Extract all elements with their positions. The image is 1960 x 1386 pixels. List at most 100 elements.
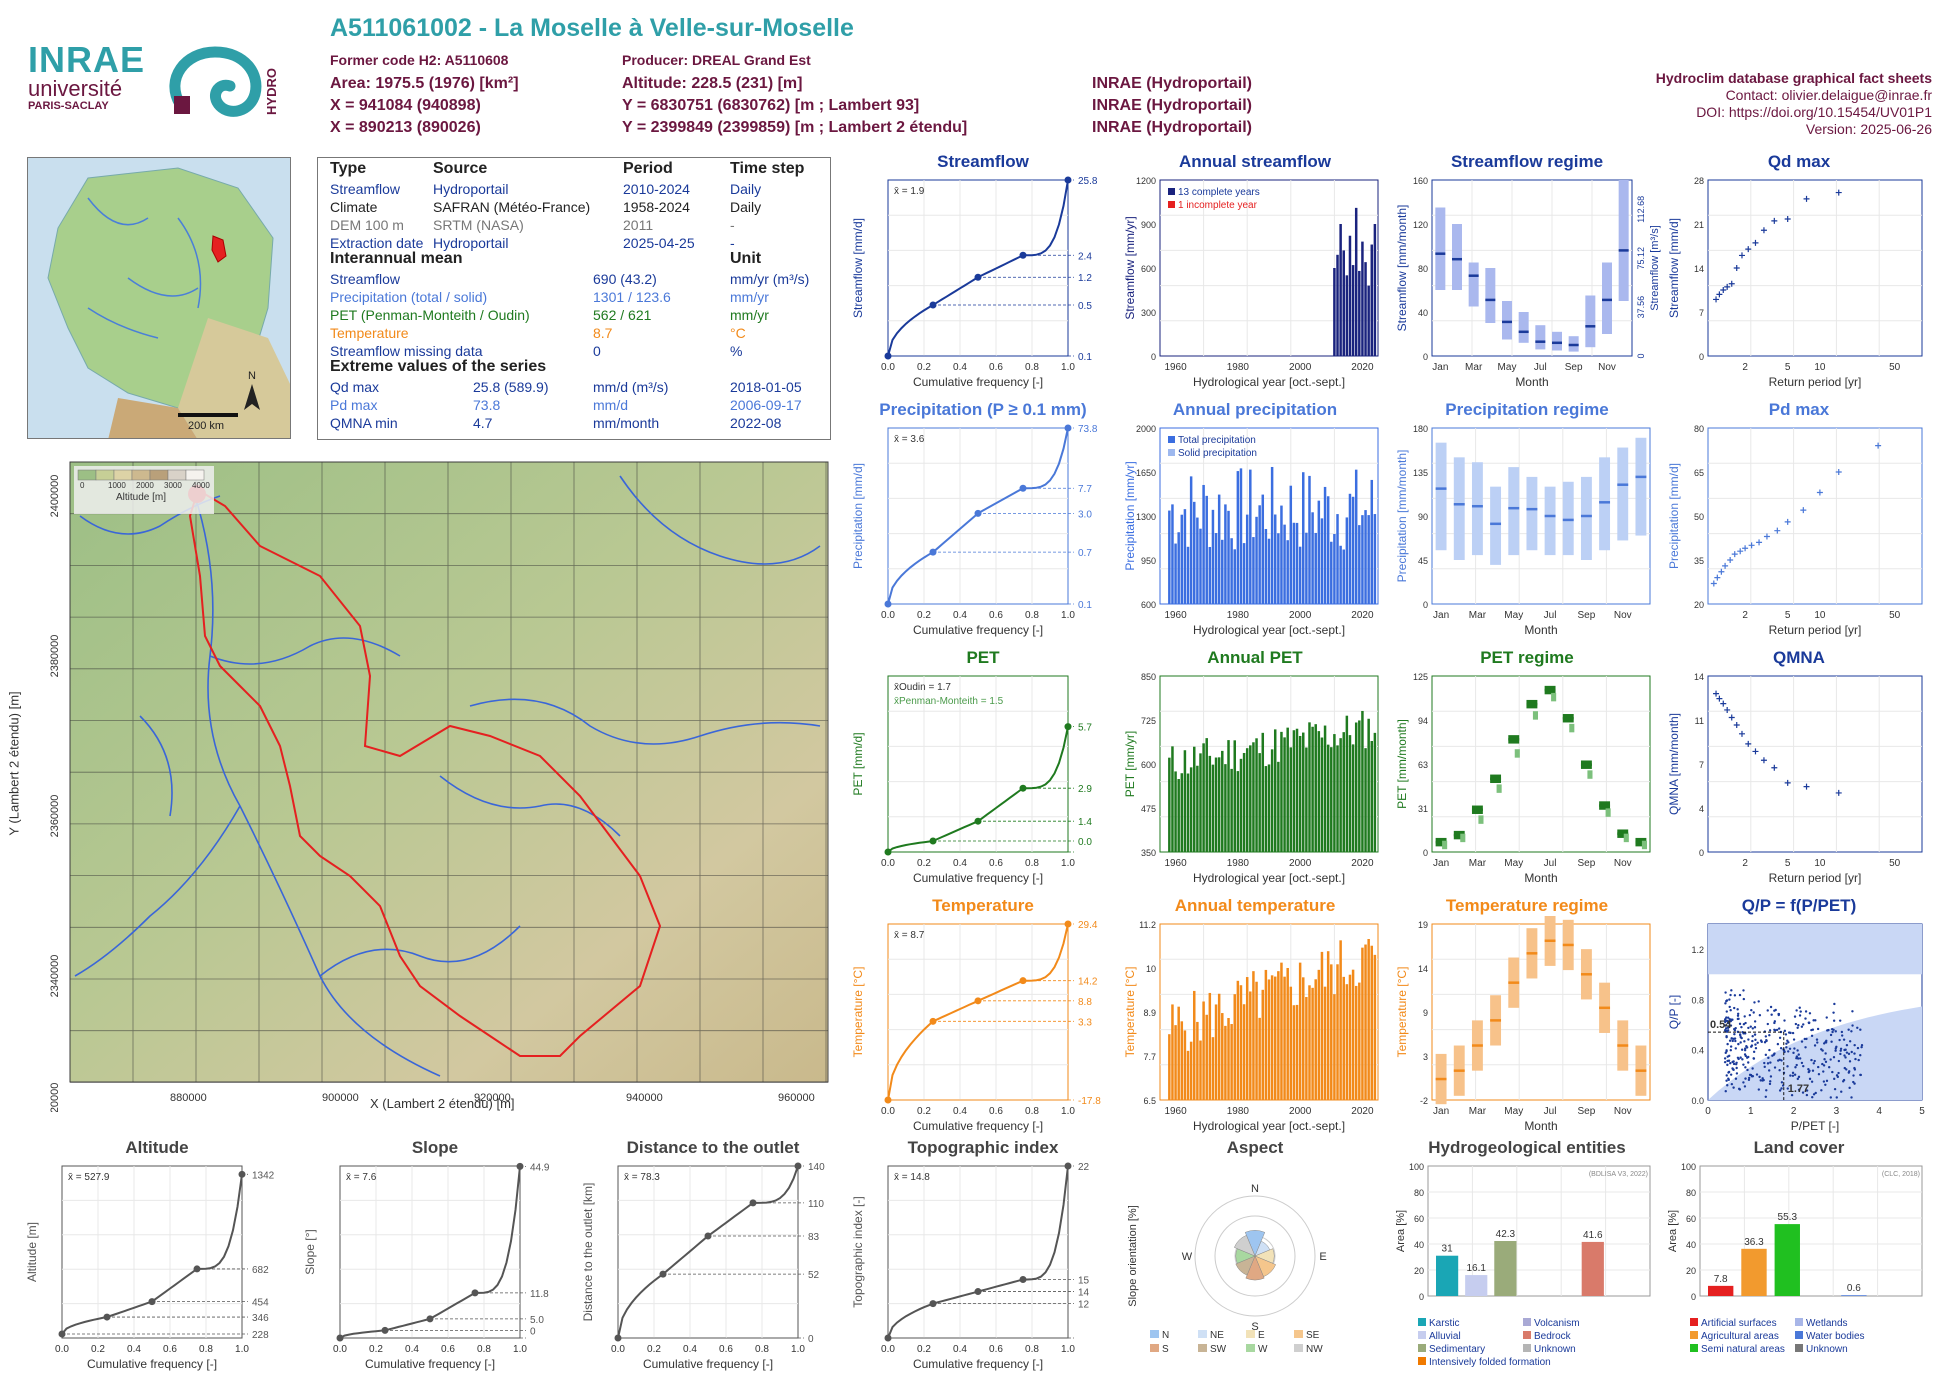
annual_pet-bar xyxy=(1273,729,1277,852)
aspect-compass: S xyxy=(1251,1321,1258,1333)
annual_precip-bar xyxy=(1233,549,1236,604)
qp-point xyxy=(1848,1060,1852,1063)
info-row-period: 2025-04-25 xyxy=(623,235,695,251)
qp-point xyxy=(1725,1079,1728,1082)
qp-point xyxy=(1813,1044,1817,1047)
streamflow_regime-box xyxy=(1518,312,1529,343)
precip_cdf-right-label: 0.7 xyxy=(1078,548,1092,559)
qp-point xyxy=(1761,1077,1764,1080)
x-tick: 0.4 xyxy=(953,610,967,621)
credits-doi[interactable]: DOI: https://doi.org/10.15454/UV01P1 xyxy=(1696,104,1932,120)
qp-point xyxy=(1780,1059,1783,1062)
mean-row-unit: mm/yr (m³/s) xyxy=(730,271,810,287)
qp-point xyxy=(1742,1023,1746,1026)
qp-point xyxy=(1747,1038,1750,1041)
x-tick: Jan xyxy=(1432,362,1448,373)
y-tick: 0.0 xyxy=(1691,1096,1704,1106)
map-xtick: 920000 xyxy=(474,1092,511,1104)
qp-lower-zone xyxy=(1708,1006,1922,1100)
topo-title: Topographic index xyxy=(907,1138,1059,1157)
aspect-slice xyxy=(1244,1230,1266,1257)
annual_precip-bar xyxy=(1302,472,1305,604)
map-legend-tick: 2000 xyxy=(136,481,154,490)
info-row-source: SRTM (NASA) xyxy=(433,217,524,233)
qp-point xyxy=(1807,1021,1811,1024)
qp-point xyxy=(1812,1062,1815,1065)
temp_regime-ylabel: Temperature [°C] xyxy=(1395,967,1409,1058)
annual_precip-bar xyxy=(1280,505,1283,604)
plot-frame xyxy=(1431,923,1651,1101)
x-tick: 1960 xyxy=(1164,1106,1187,1117)
landcover-legend-label: Semi natural areas xyxy=(1701,1344,1785,1355)
info-row-period: 2010-2024 xyxy=(623,181,690,197)
qp-ylabel: Q/P [-] xyxy=(1667,995,1681,1029)
qp-point xyxy=(1760,1040,1763,1044)
qp-point xyxy=(1797,1075,1801,1079)
x-tick: Jul xyxy=(1544,858,1557,869)
landcover-legend-label: Unknown xyxy=(1806,1344,1848,1355)
annual_pet-bar xyxy=(1370,740,1374,852)
pet_regime-svg: Jan Mar May Jul Sep Nov Month PET [mm/month] 0 31… xyxy=(1395,672,1651,885)
streamflow_cdf-xlabel: Cumulative frequency [-] xyxy=(913,375,1043,389)
qmna-point xyxy=(1771,764,1778,771)
qp-point xyxy=(1795,1009,1798,1012)
qp-point xyxy=(1732,1037,1736,1041)
x-tick: Sep xyxy=(1565,362,1583,373)
x-tick: 0.4 xyxy=(953,858,967,869)
qp-point xyxy=(1731,1039,1734,1043)
qp-point xyxy=(1773,1021,1776,1025)
x-tick: 0.8 xyxy=(1025,858,1039,869)
annual_temp-bar xyxy=(1245,977,1249,1100)
credits-contact[interactable]: Contact: olivier.delaigue@inrae.fr xyxy=(1725,87,1932,103)
annual_streamflow-xlabel: Hydrological year [oct.-sept.] xyxy=(1193,375,1345,389)
annual_streamflow-bar xyxy=(1336,254,1339,356)
y-tick: 0 xyxy=(1423,848,1428,858)
annual_temp-bar xyxy=(1264,969,1268,1100)
info-table: Type Source Period Time step Interannual… xyxy=(317,157,831,440)
qp-point xyxy=(1778,1058,1781,1062)
precip_regime-box xyxy=(1435,442,1447,551)
annual_pet-bar xyxy=(1354,722,1358,852)
qdmax-point xyxy=(1771,217,1778,224)
y-tick: 0.8 xyxy=(1691,995,1704,1005)
y-tick: 10 xyxy=(1146,964,1156,974)
qp-point xyxy=(1753,1020,1757,1023)
distance-right-label: 52 xyxy=(808,1270,820,1281)
pet_cdf-mean: x̄Oudin = 1.7 xyxy=(894,682,951,693)
qp-point xyxy=(1769,1005,1773,1009)
qp-point xyxy=(1854,1057,1857,1061)
qp-point xyxy=(1750,1044,1754,1047)
annual_precip-bar xyxy=(1249,469,1252,604)
qp-point xyxy=(1724,1024,1727,1027)
pet_regime-box2 xyxy=(1496,784,1502,793)
annual_pet-bar xyxy=(1168,757,1171,852)
qp-point xyxy=(1763,1041,1767,1044)
qp-point xyxy=(1764,1095,1767,1098)
landcover-note: (CLC, 2018) xyxy=(1882,1171,1920,1178)
qp-point xyxy=(1759,1079,1762,1082)
y-tick: 300 xyxy=(1141,308,1156,318)
annual_temp-bar xyxy=(1171,1004,1174,1100)
map-xtick: 880000 xyxy=(170,1092,207,1104)
qp-point xyxy=(1856,1026,1859,1029)
qp-point xyxy=(1832,1011,1835,1014)
x-tick: 0.2 xyxy=(917,362,931,373)
streamflow_cdf-right-label: 25.8 xyxy=(1078,176,1098,187)
qp-point xyxy=(1787,1050,1790,1053)
annual_precip-bar xyxy=(1289,485,1293,604)
area: Area: 1975.5 (1976) [km²] xyxy=(330,75,519,92)
pet_regime-xlabel: Month xyxy=(1524,871,1557,885)
y-tick: 475 xyxy=(1141,804,1156,814)
pet_regime-box2 xyxy=(1551,692,1557,702)
qp-point xyxy=(1847,1052,1851,1056)
qp-point xyxy=(1857,1058,1860,1062)
hydrogeo-bar-label: 42.3 xyxy=(1496,1229,1516,1240)
qp-point xyxy=(1798,1006,1801,1009)
qp-point xyxy=(1767,1069,1771,1072)
precip_cdf-point xyxy=(884,600,892,608)
qp-point xyxy=(1794,1022,1798,1026)
qp-point xyxy=(1726,1042,1729,1046)
inrae-wordmark: INRAE xyxy=(28,39,146,80)
y-tick: 90 xyxy=(1418,512,1428,522)
qp-point xyxy=(1750,1008,1753,1012)
